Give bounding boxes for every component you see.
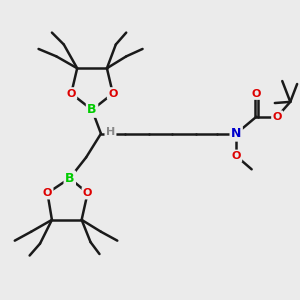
Text: O: O xyxy=(43,188,52,198)
Text: O: O xyxy=(252,88,261,98)
Text: O: O xyxy=(67,88,76,98)
Text: O: O xyxy=(232,151,241,161)
Text: H: H xyxy=(106,127,115,137)
Text: O: O xyxy=(108,88,118,98)
Text: B: B xyxy=(87,103,97,116)
Text: O: O xyxy=(83,188,92,198)
Text: N: N xyxy=(231,127,242,140)
Text: B: B xyxy=(65,172,74,185)
Text: O: O xyxy=(272,112,282,122)
